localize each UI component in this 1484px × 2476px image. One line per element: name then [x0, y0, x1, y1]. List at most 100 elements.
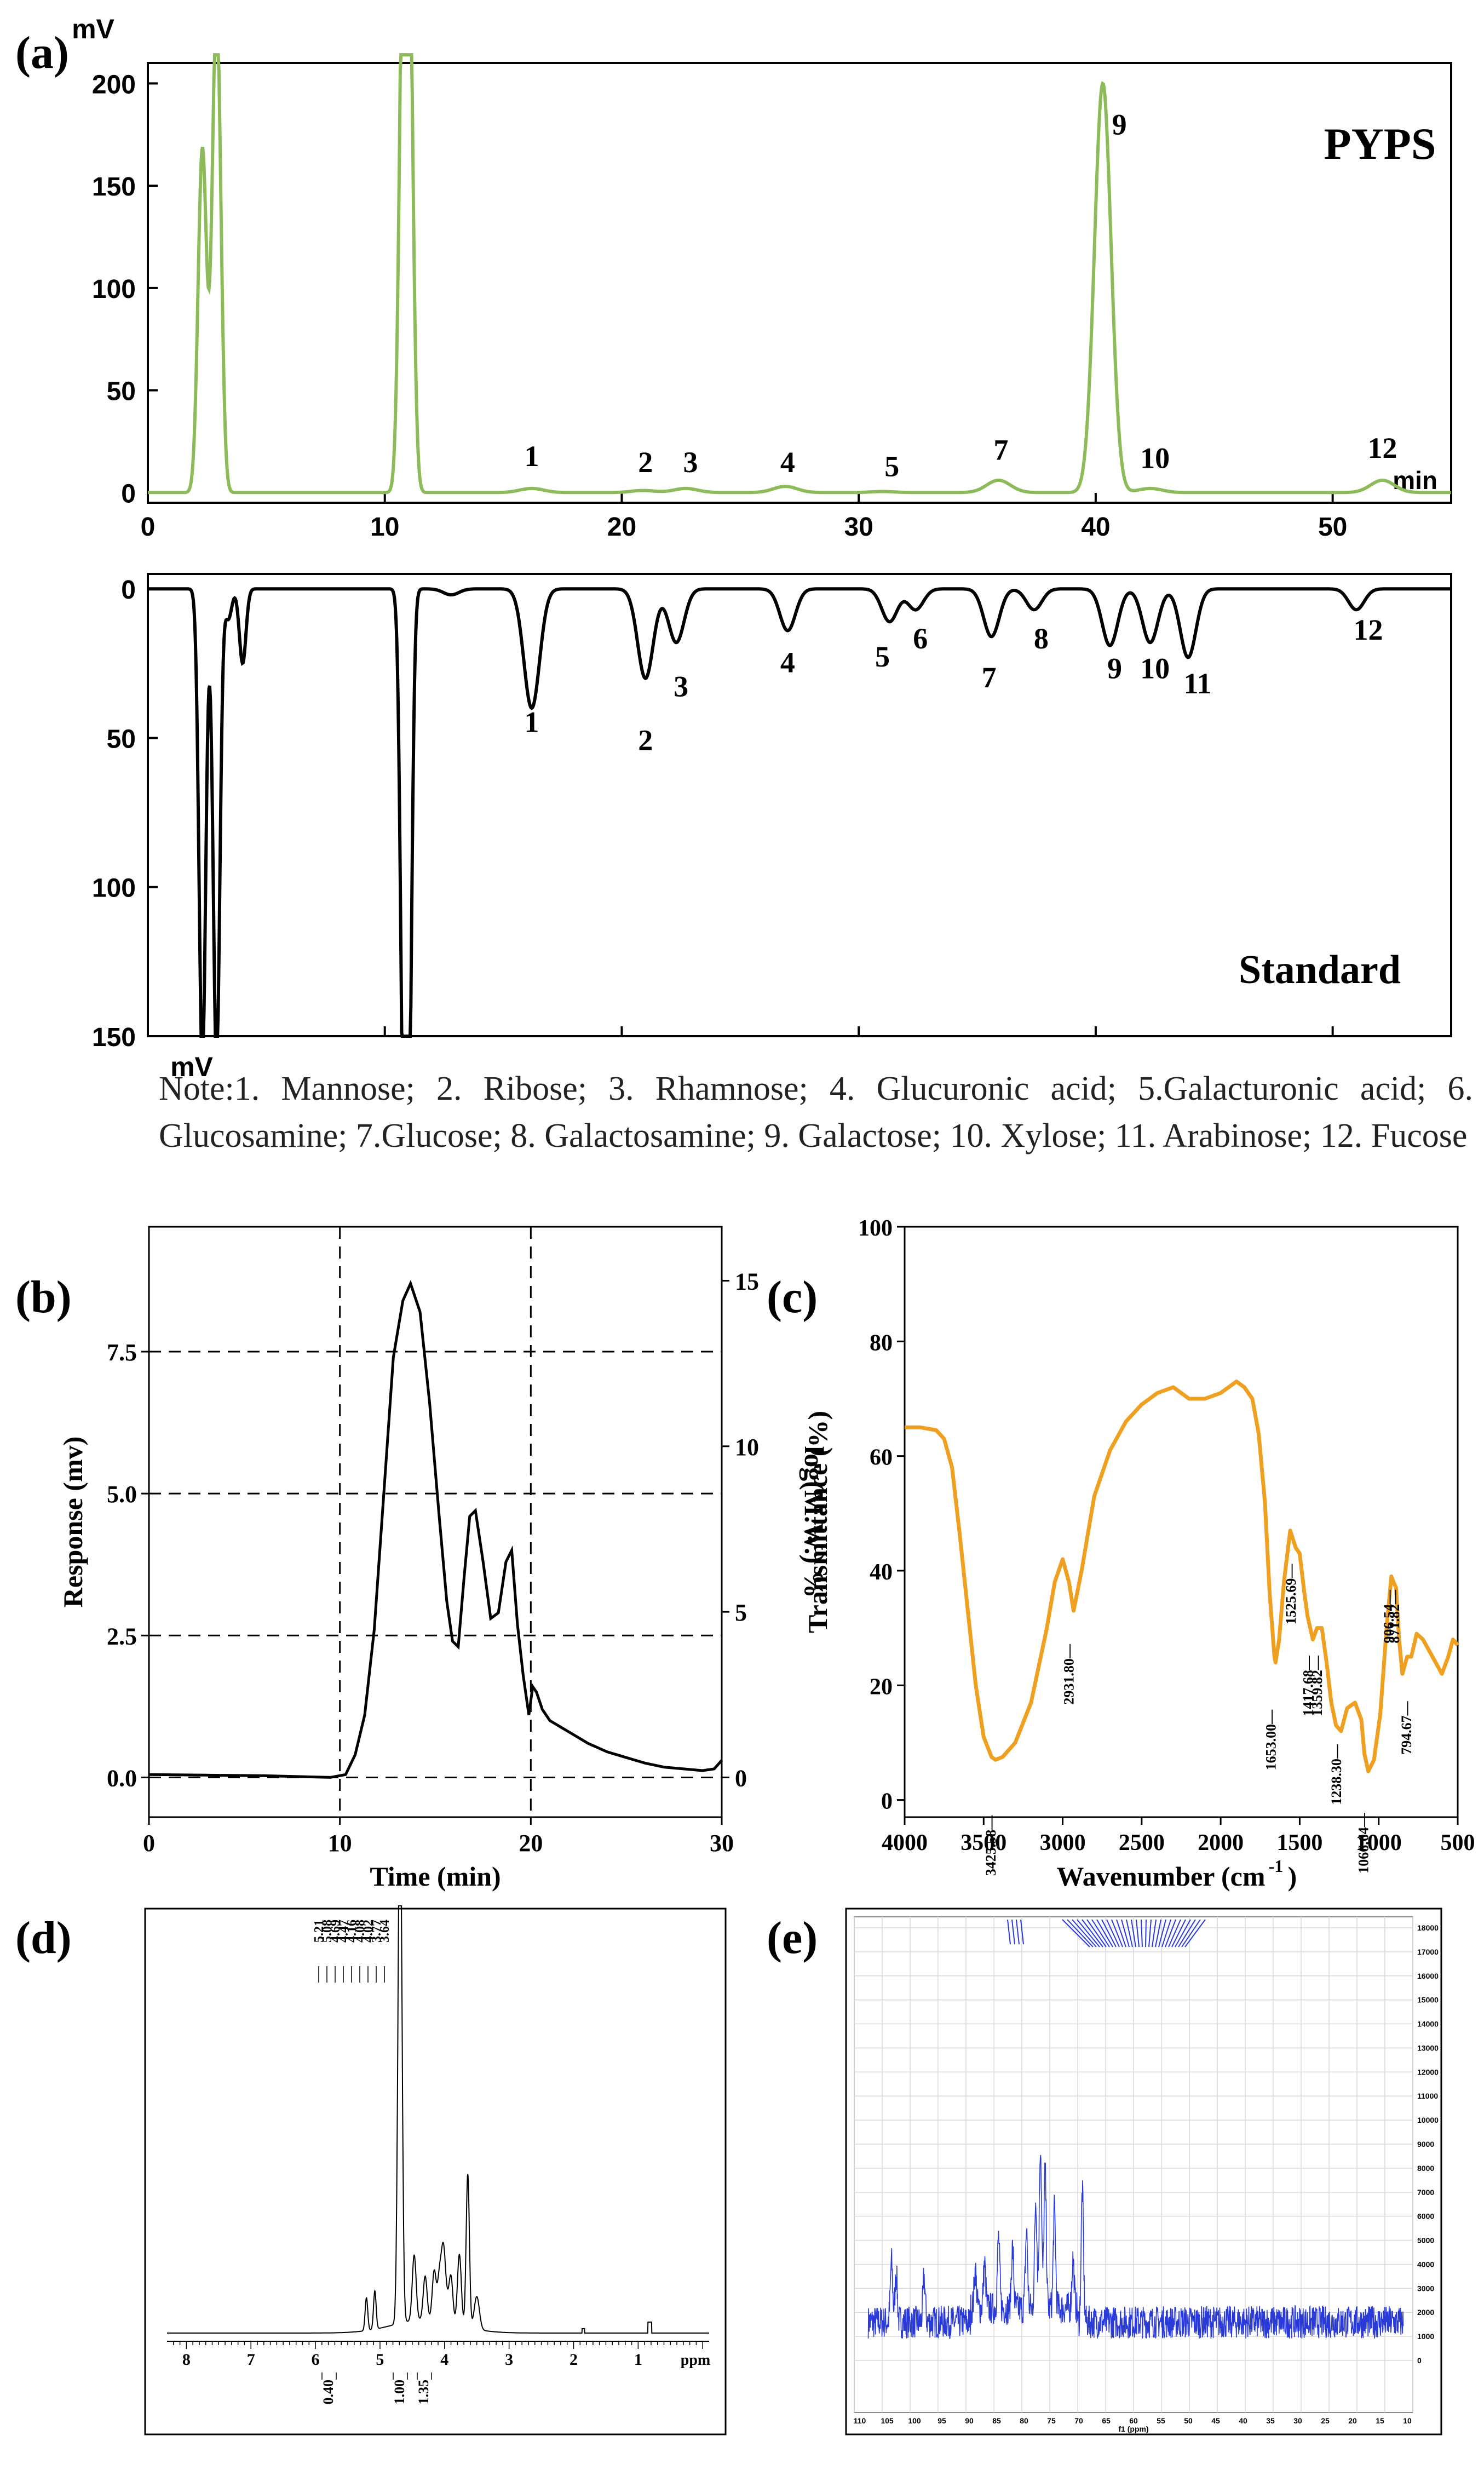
chart-frame-pyps [147, 62, 1452, 504]
y-tick-label-13c: 0 [1417, 2356, 1422, 2365]
y-tick-label-13c: 14000 [1417, 2020, 1439, 2029]
y-tick-label: 100 [858, 1216, 893, 1241]
x-tick-label-13c: 65 [1102, 2416, 1111, 2425]
peak-label-pyps: 9 [1112, 108, 1127, 141]
x-tick-label: 10 [328, 1830, 352, 1857]
ftir-trace [905, 1380, 1459, 1773]
ppm-tick-label: 2 [570, 2351, 578, 2369]
nmr-13c-label-marker [1086, 1919, 1107, 1948]
pyps-trace [148, 53, 1451, 495]
nmr-13c-label-marker [1116, 1919, 1126, 1948]
nmr-13c-label-marker [1184, 1919, 1206, 1948]
x-tick-label-13c: 105 [881, 2416, 894, 2425]
y-tick-label: 7.5 [107, 1339, 137, 1366]
x-tick-label: 20 [607, 513, 636, 542]
y-tick-label: 40 [870, 1560, 893, 1585]
nmr-13c-label-marker [1020, 1919, 1024, 1945]
nmr-13c-label-marker [1131, 1919, 1136, 1948]
y-tick-label: 60 [870, 1445, 893, 1470]
nmr-13c-label-marker [1077, 1919, 1100, 1948]
nmr-13c-label-marker [1152, 1919, 1157, 1948]
y-tick-label-13c: 16000 [1417, 1972, 1439, 1980]
y-tick-label: 50 [107, 377, 136, 406]
ftir-peak-label: 1653.00— [1263, 1709, 1279, 1771]
panel-label-b: (b) [15, 1272, 72, 1323]
nmr-integral-bracket [393, 2372, 408, 2380]
x-tick-label: 20 [519, 1830, 543, 1857]
nmr-13c-label-marker [1171, 1919, 1186, 1948]
nmr-1h-frame [144, 1908, 727, 2435]
nmr-13c-label-marker [1011, 1919, 1015, 1945]
ftir-peak-label: 906.54— [1381, 1589, 1397, 1644]
x-tick-label-13c: 40 [1239, 2416, 1247, 2425]
chart-frame-standard [147, 573, 1452, 1037]
nmr-peak-label: 3.77 [370, 1920, 384, 1943]
x-tick-label-13c: 20 [1348, 2416, 1357, 2425]
x-tick-label-13c: 10 [1403, 2416, 1412, 2425]
peak-label-standard: 6 [913, 622, 928, 655]
x-tick-label: 0 [141, 513, 156, 542]
y-tick-label: 200 [92, 70, 136, 99]
peak-label-pyps: 4 [780, 446, 795, 479]
y-tick-label-13c: 11000 [1417, 2092, 1438, 2100]
y-tick-label: 80 [870, 1330, 893, 1355]
y-tick-label: 50 [107, 725, 136, 754]
standard-trace [148, 587, 1451, 1038]
peak-label-pyps: 10 [1140, 442, 1170, 475]
x-tick-label-13c: 70 [1074, 2416, 1083, 2425]
y-tick-label: 0 [881, 1789, 893, 1814]
x-tick-label-13c: 85 [992, 2416, 1001, 2425]
chart-frame-ftir [904, 1226, 1459, 1818]
nmr-13c-label-marker [1007, 1919, 1011, 1945]
nmr-13c-label-marker [1106, 1919, 1120, 1948]
y-tick-label: 2.5 [107, 1623, 137, 1650]
x-tick-label: 50 [1318, 513, 1347, 542]
chart-title-standard: Standard [1239, 947, 1401, 992]
peak-label-standard: 7 [982, 661, 997, 694]
x-tick-label: 1000 [1356, 1830, 1402, 1855]
y-tick-label-13c: 10000 [1417, 2116, 1439, 2124]
nmr-integral-label: 1.35 [416, 2380, 432, 2405]
y-tick-label: 100 [92, 275, 136, 304]
x-tick-label: 0 [143, 1830, 155, 1857]
ftir-peak-label: 1417.68— [1300, 1655, 1316, 1716]
y-tick-label: 100 [92, 874, 136, 903]
nmr-13c-label-marker [1158, 1919, 1166, 1948]
x-axis-label: min [1393, 466, 1437, 495]
x-tick-label: 3000 [1040, 1830, 1086, 1855]
peak-label-standard: 11 [1183, 667, 1211, 700]
nmr-peak-label: 4.47 [337, 1920, 351, 1943]
nmr-13c-label-marker [1168, 1919, 1181, 1948]
chart-title-pyps: PYPS [1324, 119, 1436, 169]
ftir-peak-label: 1359.82— [1309, 1655, 1325, 1716]
peak-label-pyps: 12 [1368, 432, 1397, 464]
panel-label-d: (d) [15, 1912, 72, 1963]
nmr-13c-label-marker [1121, 1919, 1130, 1948]
ftir-peak-label: 1525.69— [1283, 1564, 1299, 1625]
ftir-peak-label: 871.82— [1387, 1589, 1402, 1644]
nmr-13c-label-marker [1067, 1919, 1094, 1948]
y-tick-label: 0 [121, 576, 136, 605]
ppm-tick-label: 4 [440, 2351, 448, 2369]
x-tick-label-13c: 60 [1129, 2416, 1138, 2425]
ppm-tick-label: 1 [634, 2351, 642, 2369]
y-tick-label-13c: 7000 [1417, 2188, 1434, 2197]
x-tick-label-13c: 15 [1376, 2416, 1384, 2425]
x-tick-label: 30 [710, 1830, 734, 1857]
sugar-legend-note: Note:1. Mannose; 2. Ribose; 3. Rhamnose;… [159, 1070, 1473, 1154]
x-tick-label-13c: 50 [1184, 2416, 1193, 2425]
nmr-13c-label-marker [1101, 1919, 1117, 1948]
x-tick-label-13c: 55 [1157, 2416, 1165, 2425]
y-tick-label: 20 [870, 1674, 893, 1699]
nmr-peak-label: 3.64 [378, 1920, 392, 1943]
x-axis-label-ftir: Wavenumber (cm [1057, 1861, 1266, 1892]
y-axis-label-gpc: Response (mv) [57, 1437, 88, 1607]
peak-label-standard: 4 [780, 646, 795, 679]
y2-tick-label: 0 [735, 1765, 747, 1791]
peak-label-standard: 12 [1354, 613, 1383, 646]
y-tick-label: 0 [121, 479, 136, 508]
nmr-peak-label: 4.08 [353, 1920, 367, 1943]
peak-label-pyps: 5 [884, 450, 899, 482]
x-tick-label: 2500 [1119, 1830, 1165, 1855]
